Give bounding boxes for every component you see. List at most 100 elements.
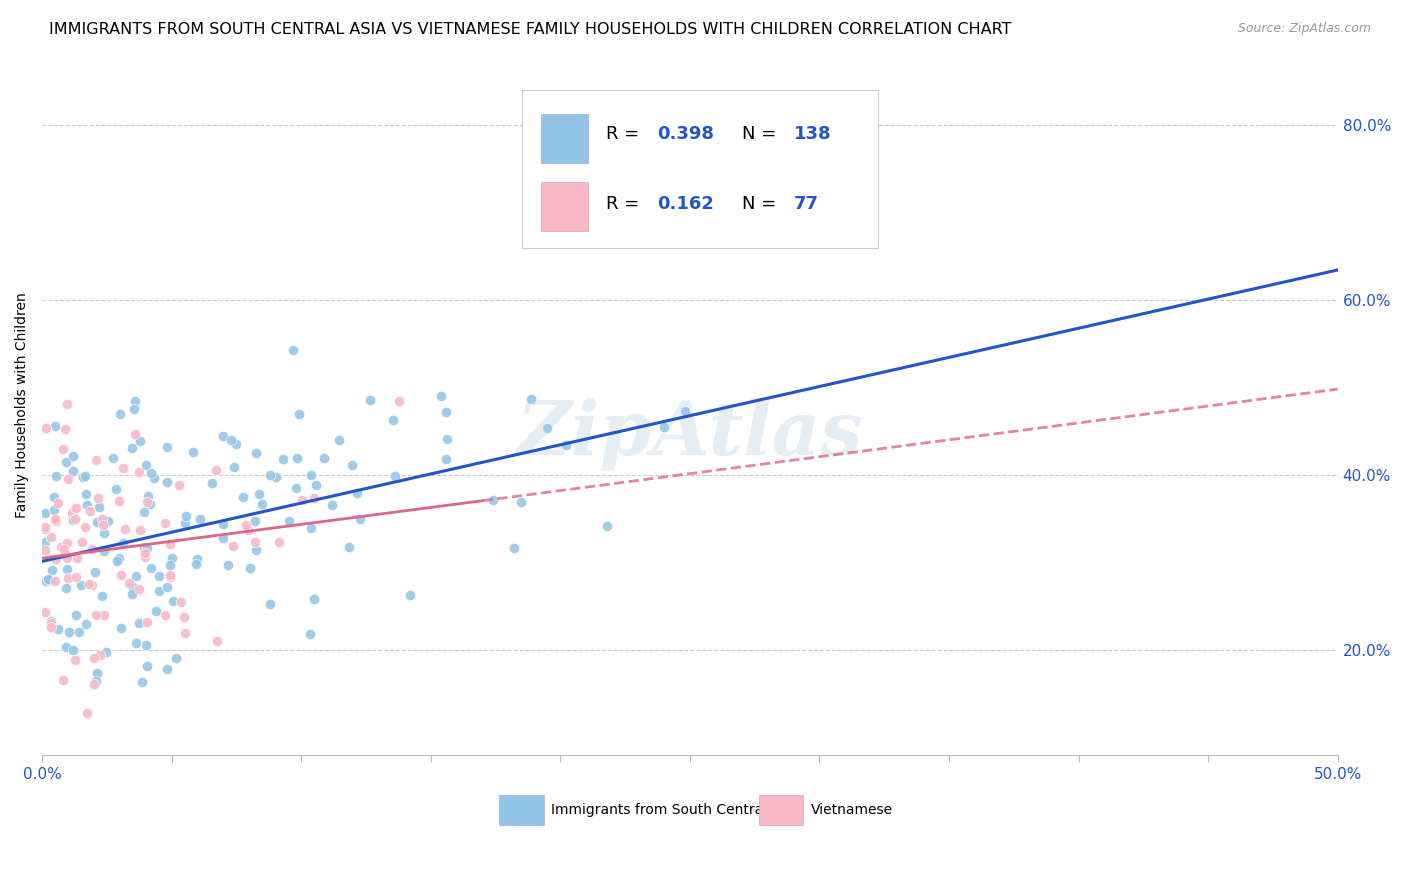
Point — [107, 494, 129, 508]
Point — [673, 403, 696, 417]
FancyBboxPatch shape — [499, 796, 544, 825]
Point — [271, 452, 294, 467]
Point — [299, 521, 322, 535]
Point — [384, 468, 406, 483]
Point — [222, 459, 245, 474]
Text: Source: ZipAtlas.com: Source: ZipAtlas.com — [1237, 22, 1371, 36]
Point — [72, 470, 94, 484]
Point — [70, 535, 93, 549]
Point — [44, 574, 66, 588]
Point — [259, 597, 281, 611]
Point — [232, 490, 254, 504]
Point — [122, 402, 145, 417]
Point — [159, 536, 181, 550]
Text: IMMIGRANTS FROM SOUTH CENTRAL ASIA VS VIETNAMESE FAMILY HOUSEHOLDS WITH CHILDREN: IMMIGRANTS FROM SOUTH CENTRAL ASIA VS VI… — [49, 22, 1012, 37]
Point — [288, 407, 311, 421]
Point — [250, 497, 273, 511]
Point — [520, 392, 543, 406]
Point — [346, 486, 368, 500]
Point — [34, 522, 56, 536]
Point — [42, 490, 65, 504]
Point — [94, 645, 117, 659]
Point — [34, 506, 56, 520]
Point — [135, 458, 157, 472]
Point — [56, 397, 79, 411]
Point — [62, 643, 84, 657]
Point — [595, 518, 617, 533]
Point — [502, 541, 524, 555]
Point — [139, 466, 162, 480]
Point — [73, 468, 96, 483]
Point — [167, 478, 190, 492]
Point — [388, 394, 411, 409]
Point — [398, 588, 420, 602]
Point — [283, 343, 305, 358]
Point — [134, 546, 156, 560]
Point — [46, 495, 69, 509]
Point — [62, 513, 84, 527]
Point — [93, 526, 115, 541]
Point — [76, 706, 98, 720]
Text: Vietnamese: Vietnamese — [810, 803, 893, 817]
Point — [128, 523, 150, 537]
Point — [56, 551, 79, 566]
Point — [135, 638, 157, 652]
Point — [66, 551, 89, 566]
Point — [221, 433, 243, 447]
Point — [212, 517, 235, 532]
Y-axis label: Family Households with Children: Family Households with Children — [15, 293, 30, 518]
Point — [156, 580, 179, 594]
Point — [56, 562, 79, 576]
Point — [56, 536, 79, 550]
Point — [41, 615, 63, 629]
Point — [76, 498, 98, 512]
Point — [434, 452, 457, 467]
Text: 0.398: 0.398 — [658, 125, 714, 144]
Point — [75, 616, 97, 631]
Point — [62, 464, 84, 478]
Point — [101, 450, 124, 465]
Point — [83, 676, 105, 690]
Point — [55, 640, 77, 654]
Point — [159, 558, 181, 572]
Point — [87, 491, 110, 505]
Point — [79, 504, 101, 518]
Point — [34, 519, 56, 533]
Point — [434, 405, 457, 419]
Point — [173, 610, 195, 624]
Point — [39, 615, 62, 630]
Point — [89, 648, 111, 662]
Point — [186, 551, 208, 566]
Point — [138, 489, 160, 503]
Point — [125, 569, 148, 583]
Point — [156, 441, 179, 455]
Point — [148, 569, 170, 583]
Point — [162, 550, 184, 565]
Point — [132, 506, 155, 520]
Point — [222, 539, 245, 553]
FancyBboxPatch shape — [541, 182, 588, 230]
Point — [121, 442, 143, 456]
Text: 138: 138 — [793, 125, 831, 144]
Point — [53, 422, 76, 436]
Point — [291, 493, 314, 508]
Point — [342, 458, 364, 472]
Point — [141, 561, 163, 575]
Point — [212, 531, 235, 545]
Point — [264, 469, 287, 483]
Point — [128, 465, 150, 479]
Point — [105, 554, 128, 568]
Point — [34, 543, 56, 558]
Text: Immigrants from South Central Asia: Immigrants from South Central Asia — [551, 803, 801, 817]
Point — [305, 478, 328, 492]
Point — [114, 522, 136, 536]
Point — [205, 463, 228, 477]
Point — [217, 558, 239, 573]
Point — [211, 429, 233, 443]
Point — [34, 605, 56, 619]
Point — [174, 509, 197, 524]
Point — [39, 530, 62, 544]
Point — [49, 541, 72, 555]
Point — [38, 573, 60, 587]
Point — [174, 516, 197, 530]
